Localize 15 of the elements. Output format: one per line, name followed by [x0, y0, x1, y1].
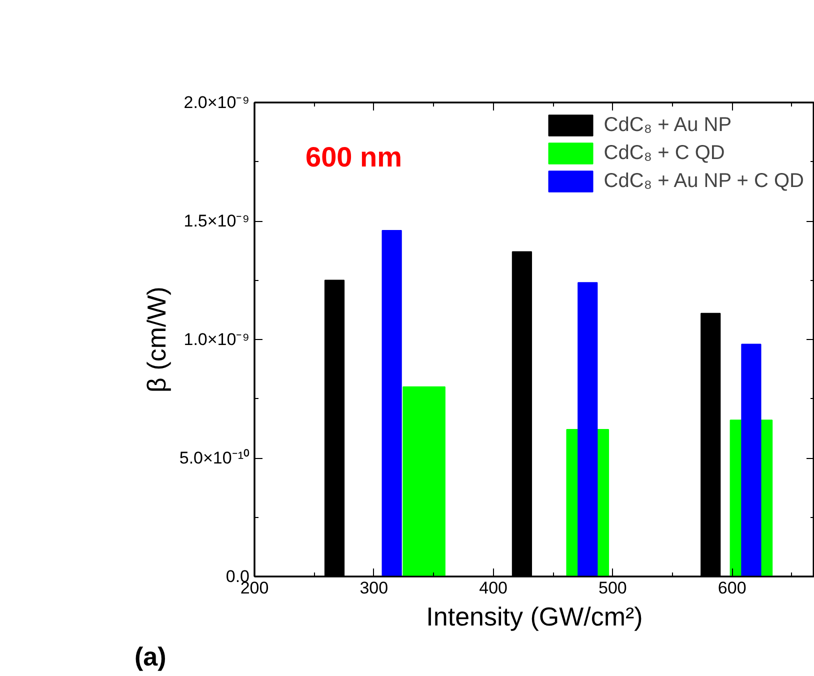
x-tick-label: 300 — [360, 578, 388, 598]
x-tick-label: 600 — [718, 578, 746, 598]
x-tick-label: 400 — [479, 578, 508, 598]
y-tick-label: 1.5×10⁻⁹ — [184, 212, 250, 230]
y-tick-label: 1.0×10⁻⁹ — [184, 330, 250, 349]
text: (a) — [134, 642, 166, 672]
x-axis-title: Intensity (GW/cm²) — [426, 602, 643, 632]
y-tick-label: 2.0×10⁻⁹ — [184, 93, 250, 112]
legend-label: CdC₈ + Au NP + C QD — [604, 170, 804, 192]
y-tick-label: 5.0×10⁻¹⁰ — [179, 448, 250, 468]
annotation: 600 nm — [306, 142, 402, 172]
y-axis-title: β (cm/W) — [141, 286, 172, 392]
legend-label: CdC₈ + C QD — [604, 142, 725, 164]
x-tick-label: 500 — [598, 578, 627, 598]
legend-label: CdC₈ + Au NP — [604, 114, 732, 136]
